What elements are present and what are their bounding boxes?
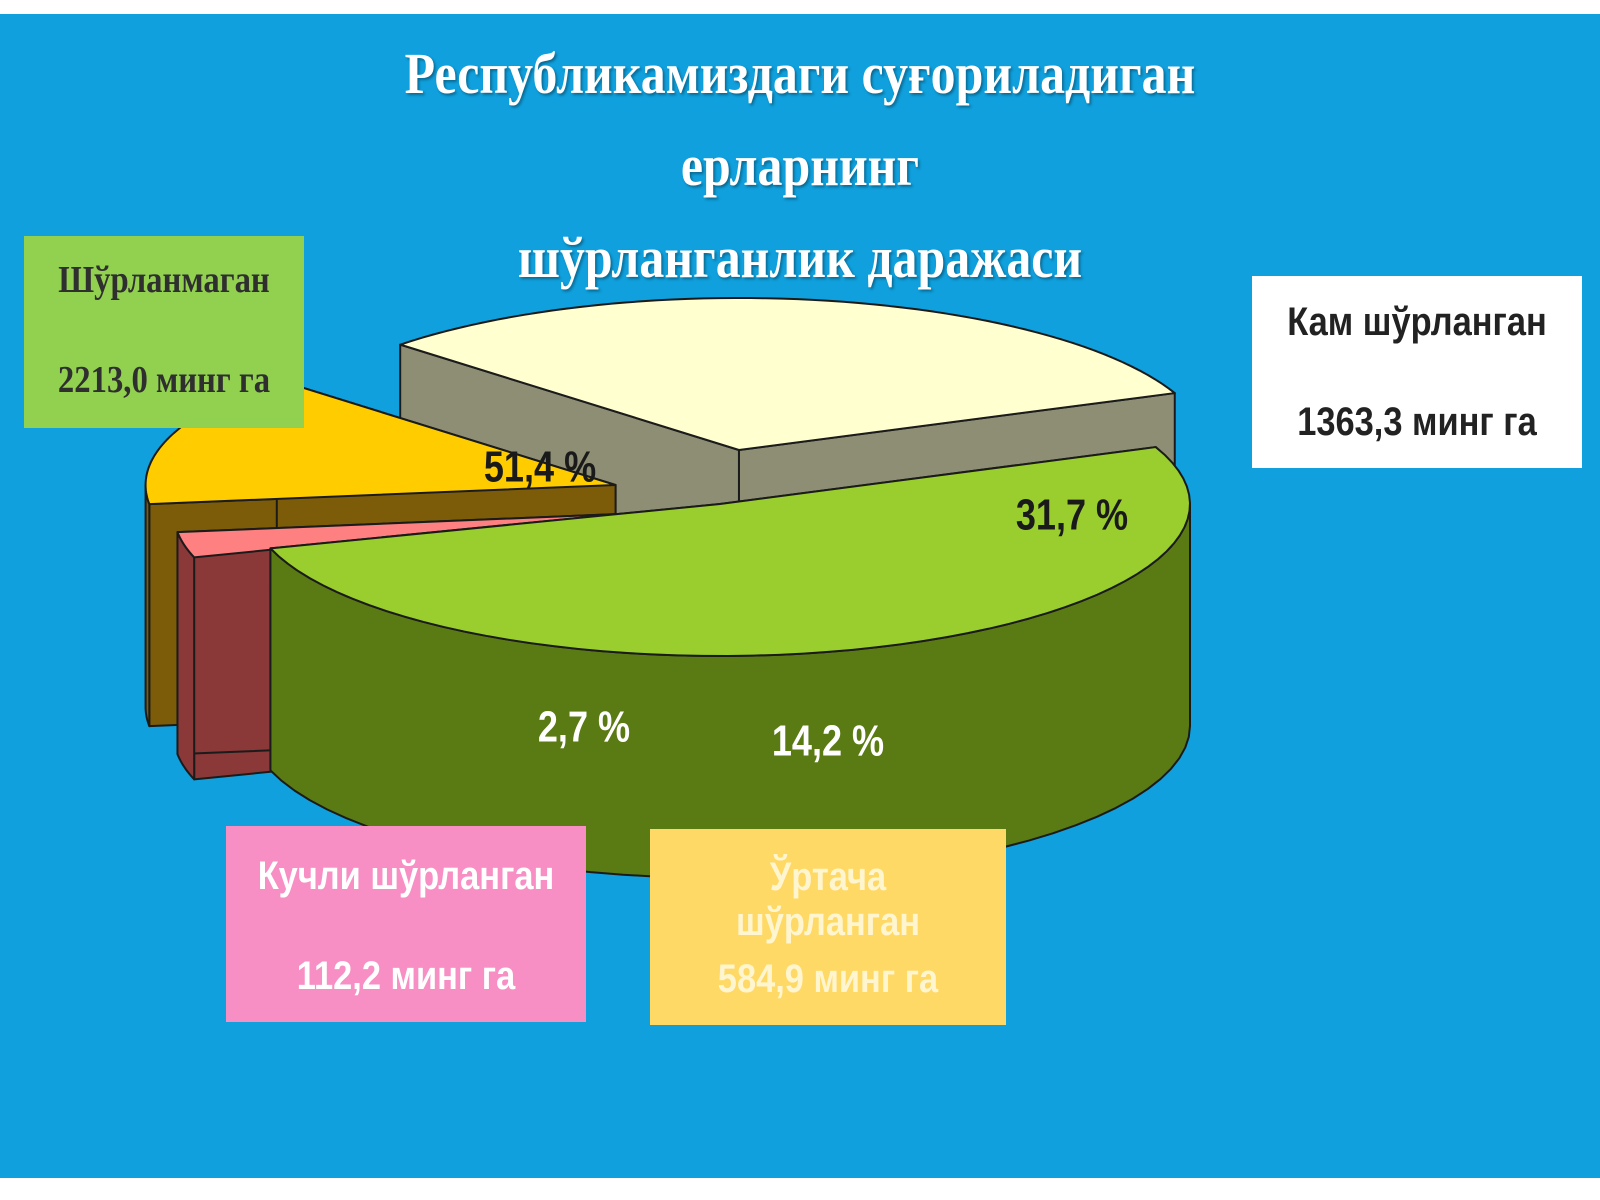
slide-background: Республикамиздаги суғориладиган ерларнин… (0, 14, 1600, 1178)
chart-title-line-1: Республикамиздаги суғориладиган ерларнин… (404, 41, 1196, 198)
pie-slice-medium-salinized-rim-0 (144, 483, 151, 728)
pie-slice-unsalinized-top (269, 446, 1191, 657)
pie-label-strong-salinized: 2,7 % (538, 702, 630, 751)
legend-box-medium-salinized: Ўртача шўрланган 584,9 минг га (650, 829, 1006, 1025)
legend-box-low-salinized: Кам шўрланган 1363,3 минг га (1252, 276, 1582, 468)
legend-box-strong-salinized: Кучли шўрланган 112,2 минг га (226, 826, 586, 1022)
chart-title-line-2: шўрланганлик даражаси (517, 225, 1083, 290)
legend-label-low-salinized: Кам шўрланган (1287, 300, 1547, 344)
pie-chart: 51,4 % 2,7 % 14,2 % 31,7 % (144, 297, 1191, 879)
legend-value-strong-salinized: 112,2 минг га (296, 954, 516, 998)
pie-slice-low-salinized-top (399, 297, 1176, 451)
legend-value-unsalinized: 2213,0 минг га (57, 359, 271, 401)
chart-title: Республикамиздаги суғориладиган ерларнин… (284, 28, 1316, 304)
legend-value-medium-salinized: 584,9 минг га (717, 957, 939, 1001)
pie-label-medium-salinized: 14,2 % (772, 716, 884, 765)
legend-label-unsalinized: Шўрланмаган (58, 259, 270, 301)
pie-slice-strong-salinized-rim-0 (176, 531, 196, 781)
legend-label-strong-salinized: Кучли шўрланган (257, 854, 555, 898)
legend-value-low-salinized: 1363,3 минг га (1297, 400, 1537, 444)
pie-label-low-salinized: 31,7 % (1016, 490, 1128, 539)
pie-label-unsalinized: 51,4 % (484, 442, 596, 491)
pie-slice-unsalinized (269, 446, 1191, 879)
legend-box-unsalinized: Шўрланмаган 2213,0 минг га (24, 236, 304, 428)
legend-label-medium-salinized: Ўртача шўрланган (736, 855, 920, 944)
